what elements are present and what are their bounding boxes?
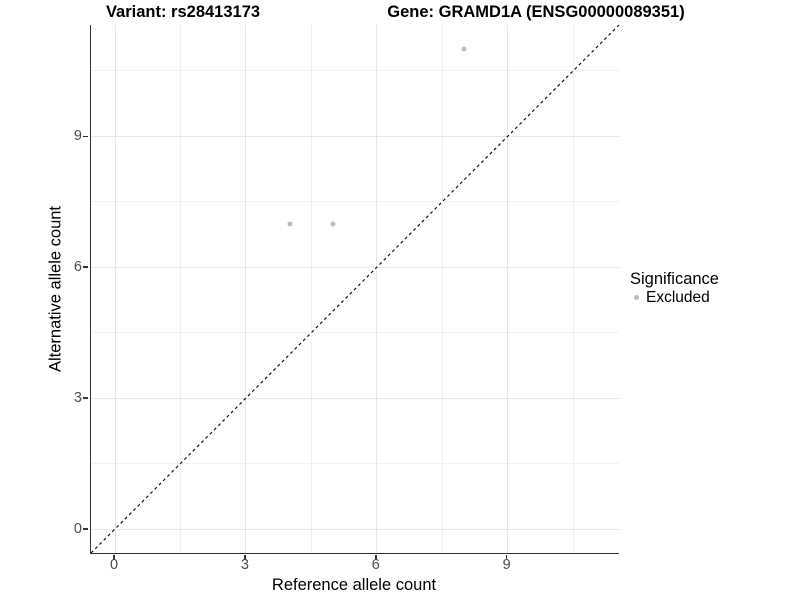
legend-item-label: Excluded — [646, 289, 710, 306]
x-tick-label: 9 — [502, 557, 511, 573]
data-point — [330, 221, 336, 227]
y-axis-title: Alternative allele count — [46, 205, 65, 373]
x-tick-label: 6 — [371, 557, 380, 573]
y-axis-tick — [83, 135, 89, 137]
y-axis-tick — [83, 266, 89, 268]
legend-item-excluded: Excluded — [630, 289, 795, 306]
gridline-minor-vertical — [179, 25, 181, 553]
x-axis-tick — [113, 554, 115, 560]
y-tick-label: 0 — [73, 521, 82, 537]
y-tick-label: 3 — [73, 390, 82, 407]
legend-point-icon — [634, 295, 639, 300]
legend-title: Significance — [630, 270, 719, 288]
plot-title-variant: Variant: rs28413173 — [105, 3, 261, 21]
y-tick-label: 9 — [73, 128, 82, 145]
data-point — [287, 221, 293, 227]
x-axis-tick — [375, 554, 377, 560]
gridline-minor-horizontal — [91, 463, 619, 465]
plot-panel — [90, 24, 620, 554]
legend: Significance Excluded — [630, 270, 795, 306]
x-tick-label: 3 — [240, 557, 249, 573]
gridline-minor-vertical — [310, 25, 312, 553]
gridline-minor-vertical — [572, 25, 574, 553]
identity-line — [90, 24, 620, 554]
x-axis-tick — [506, 554, 508, 560]
gridline-major-horizontal — [91, 528, 619, 530]
gridline-major-horizontal — [91, 266, 619, 268]
y-axis-tick — [83, 397, 89, 399]
x-tick-label: 0 — [109, 557, 119, 573]
gridline-major-vertical — [245, 25, 247, 553]
gridline-major-vertical — [507, 25, 509, 553]
x-axis-title: Reference allele count — [271, 576, 437, 594]
y-axis-tick — [83, 528, 89, 530]
gridline-major-horizontal — [91, 397, 619, 399]
y-tick-label: 6 — [73, 259, 82, 276]
gridline-minor-horizontal — [91, 332, 619, 334]
gridline-minor-horizontal — [91, 201, 619, 203]
gridline-minor-horizontal — [91, 70, 619, 72]
plot-title-gene: Gene: GRAMD1A (ENSG00000089351) — [387, 3, 685, 21]
gridline-major-vertical — [114, 25, 116, 553]
gridline-major-vertical — [376, 25, 378, 553]
gridline-major-horizontal — [91, 135, 619, 137]
gridline-minor-vertical — [441, 25, 443, 553]
data-point — [461, 46, 467, 52]
x-axis-tick — [244, 554, 246, 560]
